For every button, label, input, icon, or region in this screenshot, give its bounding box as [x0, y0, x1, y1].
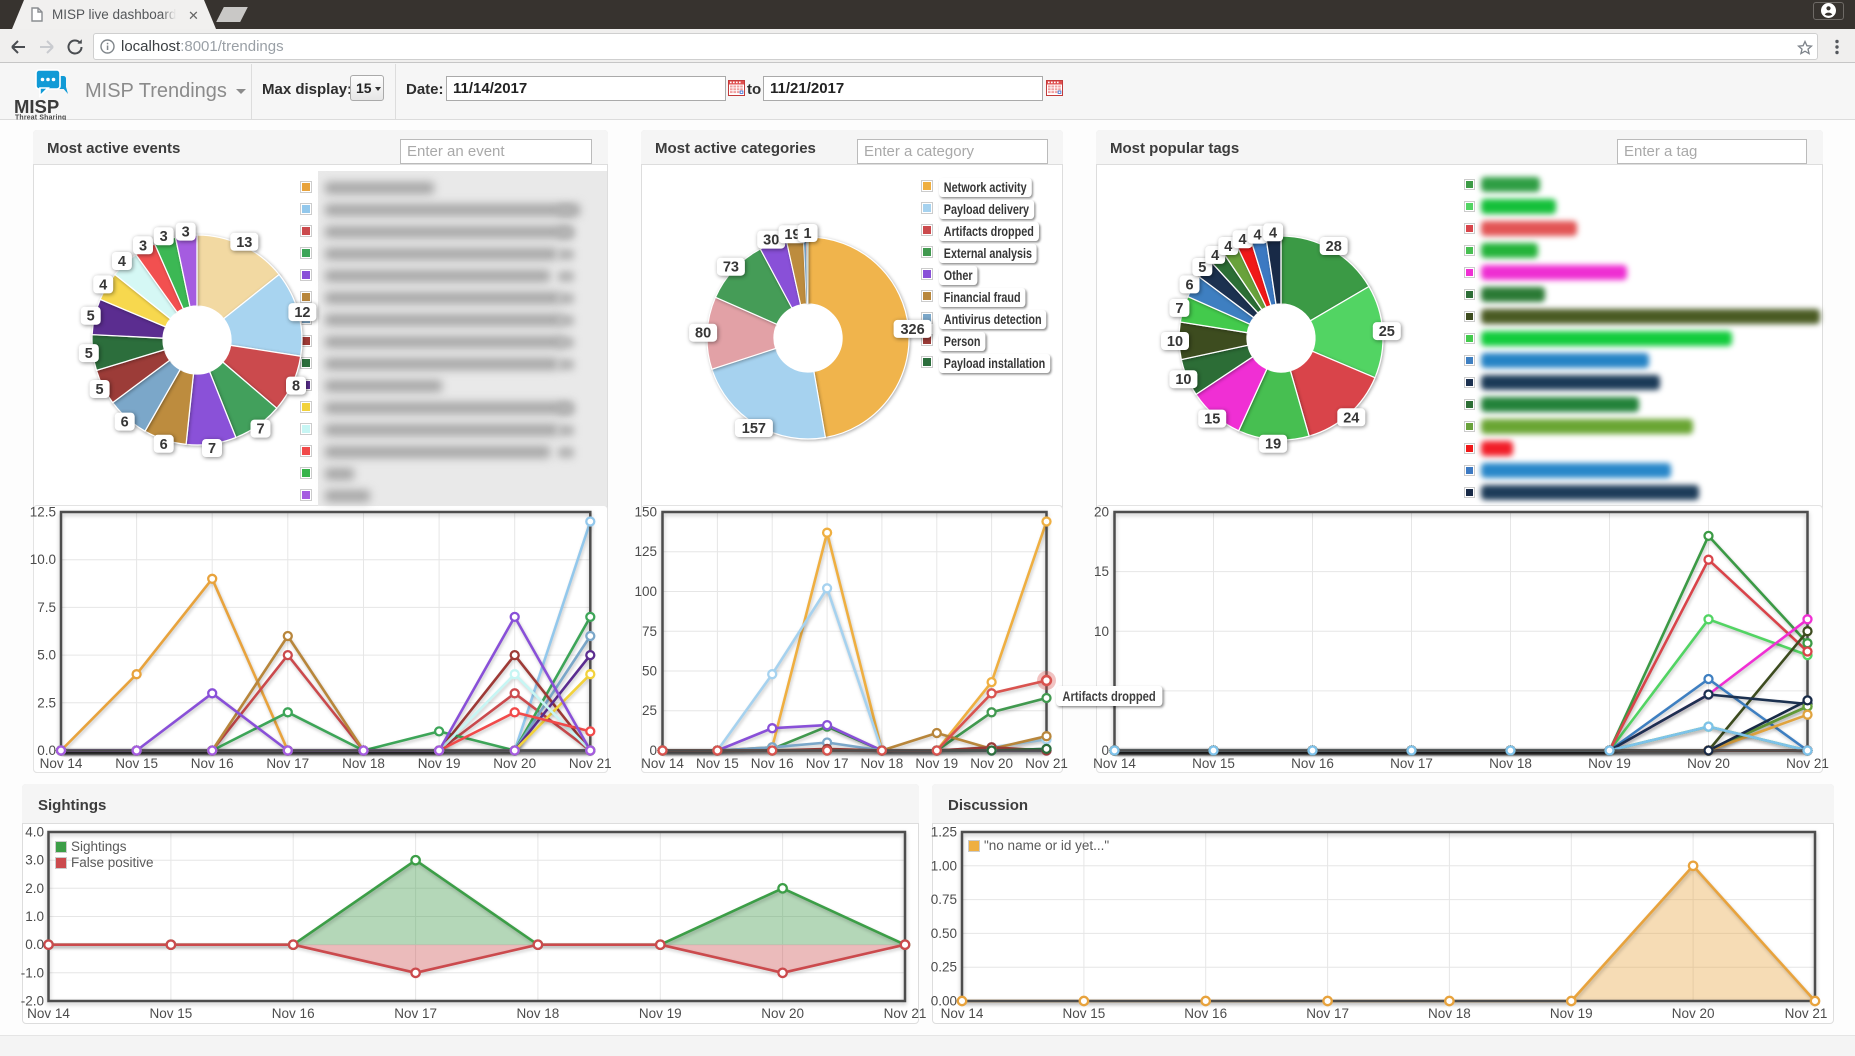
svg-text:Threat Sharing: Threat Sharing	[15, 115, 66, 121]
svg-text:MISP: MISP	[14, 96, 59, 117]
